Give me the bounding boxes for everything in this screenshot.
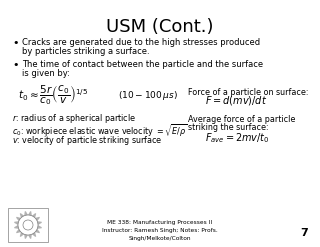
Polygon shape	[32, 232, 36, 237]
Polygon shape	[16, 217, 21, 221]
Text: Average force of a particle: Average force of a particle	[188, 115, 295, 124]
Polygon shape	[20, 232, 24, 237]
Text: striking the surface:: striking the surface:	[188, 123, 268, 132]
Polygon shape	[28, 234, 32, 239]
Text: by particles striking a surface.: by particles striking a surface.	[22, 47, 150, 56]
Polygon shape	[37, 221, 42, 225]
Text: $v$: velocity of particle striking surface: $v$: velocity of particle striking surfa…	[12, 134, 162, 147]
Text: $F = d(mv)/dt$: $F = d(mv)/dt$	[205, 94, 267, 106]
Text: ME 338: Manufacturing Processes II: ME 338: Manufacturing Processes II	[108, 220, 212, 225]
Circle shape	[23, 220, 33, 230]
Polygon shape	[37, 225, 42, 229]
Text: $t_0 \approx \dfrac{5r}{c_0}\left(\dfrac{c_0}{v}\right)^{1/5}$: $t_0 \approx \dfrac{5r}{c_0}\left(\dfrac…	[18, 83, 88, 107]
Polygon shape	[24, 234, 28, 239]
Polygon shape	[20, 213, 24, 218]
Polygon shape	[32, 213, 36, 218]
Text: Singh/Melkote/Colton: Singh/Melkote/Colton	[129, 236, 191, 241]
Text: is given by:: is given by:	[22, 69, 70, 78]
Text: USM (Cont.): USM (Cont.)	[106, 18, 214, 36]
Text: Instructor: Ramesh Singh; Notes: Profs.: Instructor: Ramesh Singh; Notes: Profs.	[102, 228, 218, 233]
Polygon shape	[35, 229, 40, 233]
Polygon shape	[14, 221, 19, 225]
Text: 7: 7	[300, 228, 308, 238]
Text: $F_{ave} = 2mv/t_0$: $F_{ave} = 2mv/t_0$	[205, 131, 270, 145]
Polygon shape	[28, 211, 32, 216]
Text: Cracks are generated due to the high stresses produced: Cracks are generated due to the high str…	[22, 38, 260, 47]
Polygon shape	[14, 225, 19, 229]
Text: The time of contact between the particle and the surface: The time of contact between the particle…	[22, 60, 263, 69]
Bar	[8, 208, 48, 242]
Text: Force of a particle on surface:: Force of a particle on surface:	[188, 88, 308, 97]
Text: $c_0$: workpiece elastic wave velocity $=\sqrt{E/\rho}$: $c_0$: workpiece elastic wave velocity $…	[12, 122, 188, 139]
Text: $(10-100\,\mu s)$: $(10-100\,\mu s)$	[118, 88, 178, 102]
Polygon shape	[16, 229, 21, 233]
Polygon shape	[35, 217, 40, 221]
Text: •: •	[12, 60, 19, 70]
Text: •: •	[12, 38, 19, 48]
Polygon shape	[24, 211, 28, 216]
Text: $r$: radius of a spherical particle: $r$: radius of a spherical particle	[12, 112, 136, 125]
